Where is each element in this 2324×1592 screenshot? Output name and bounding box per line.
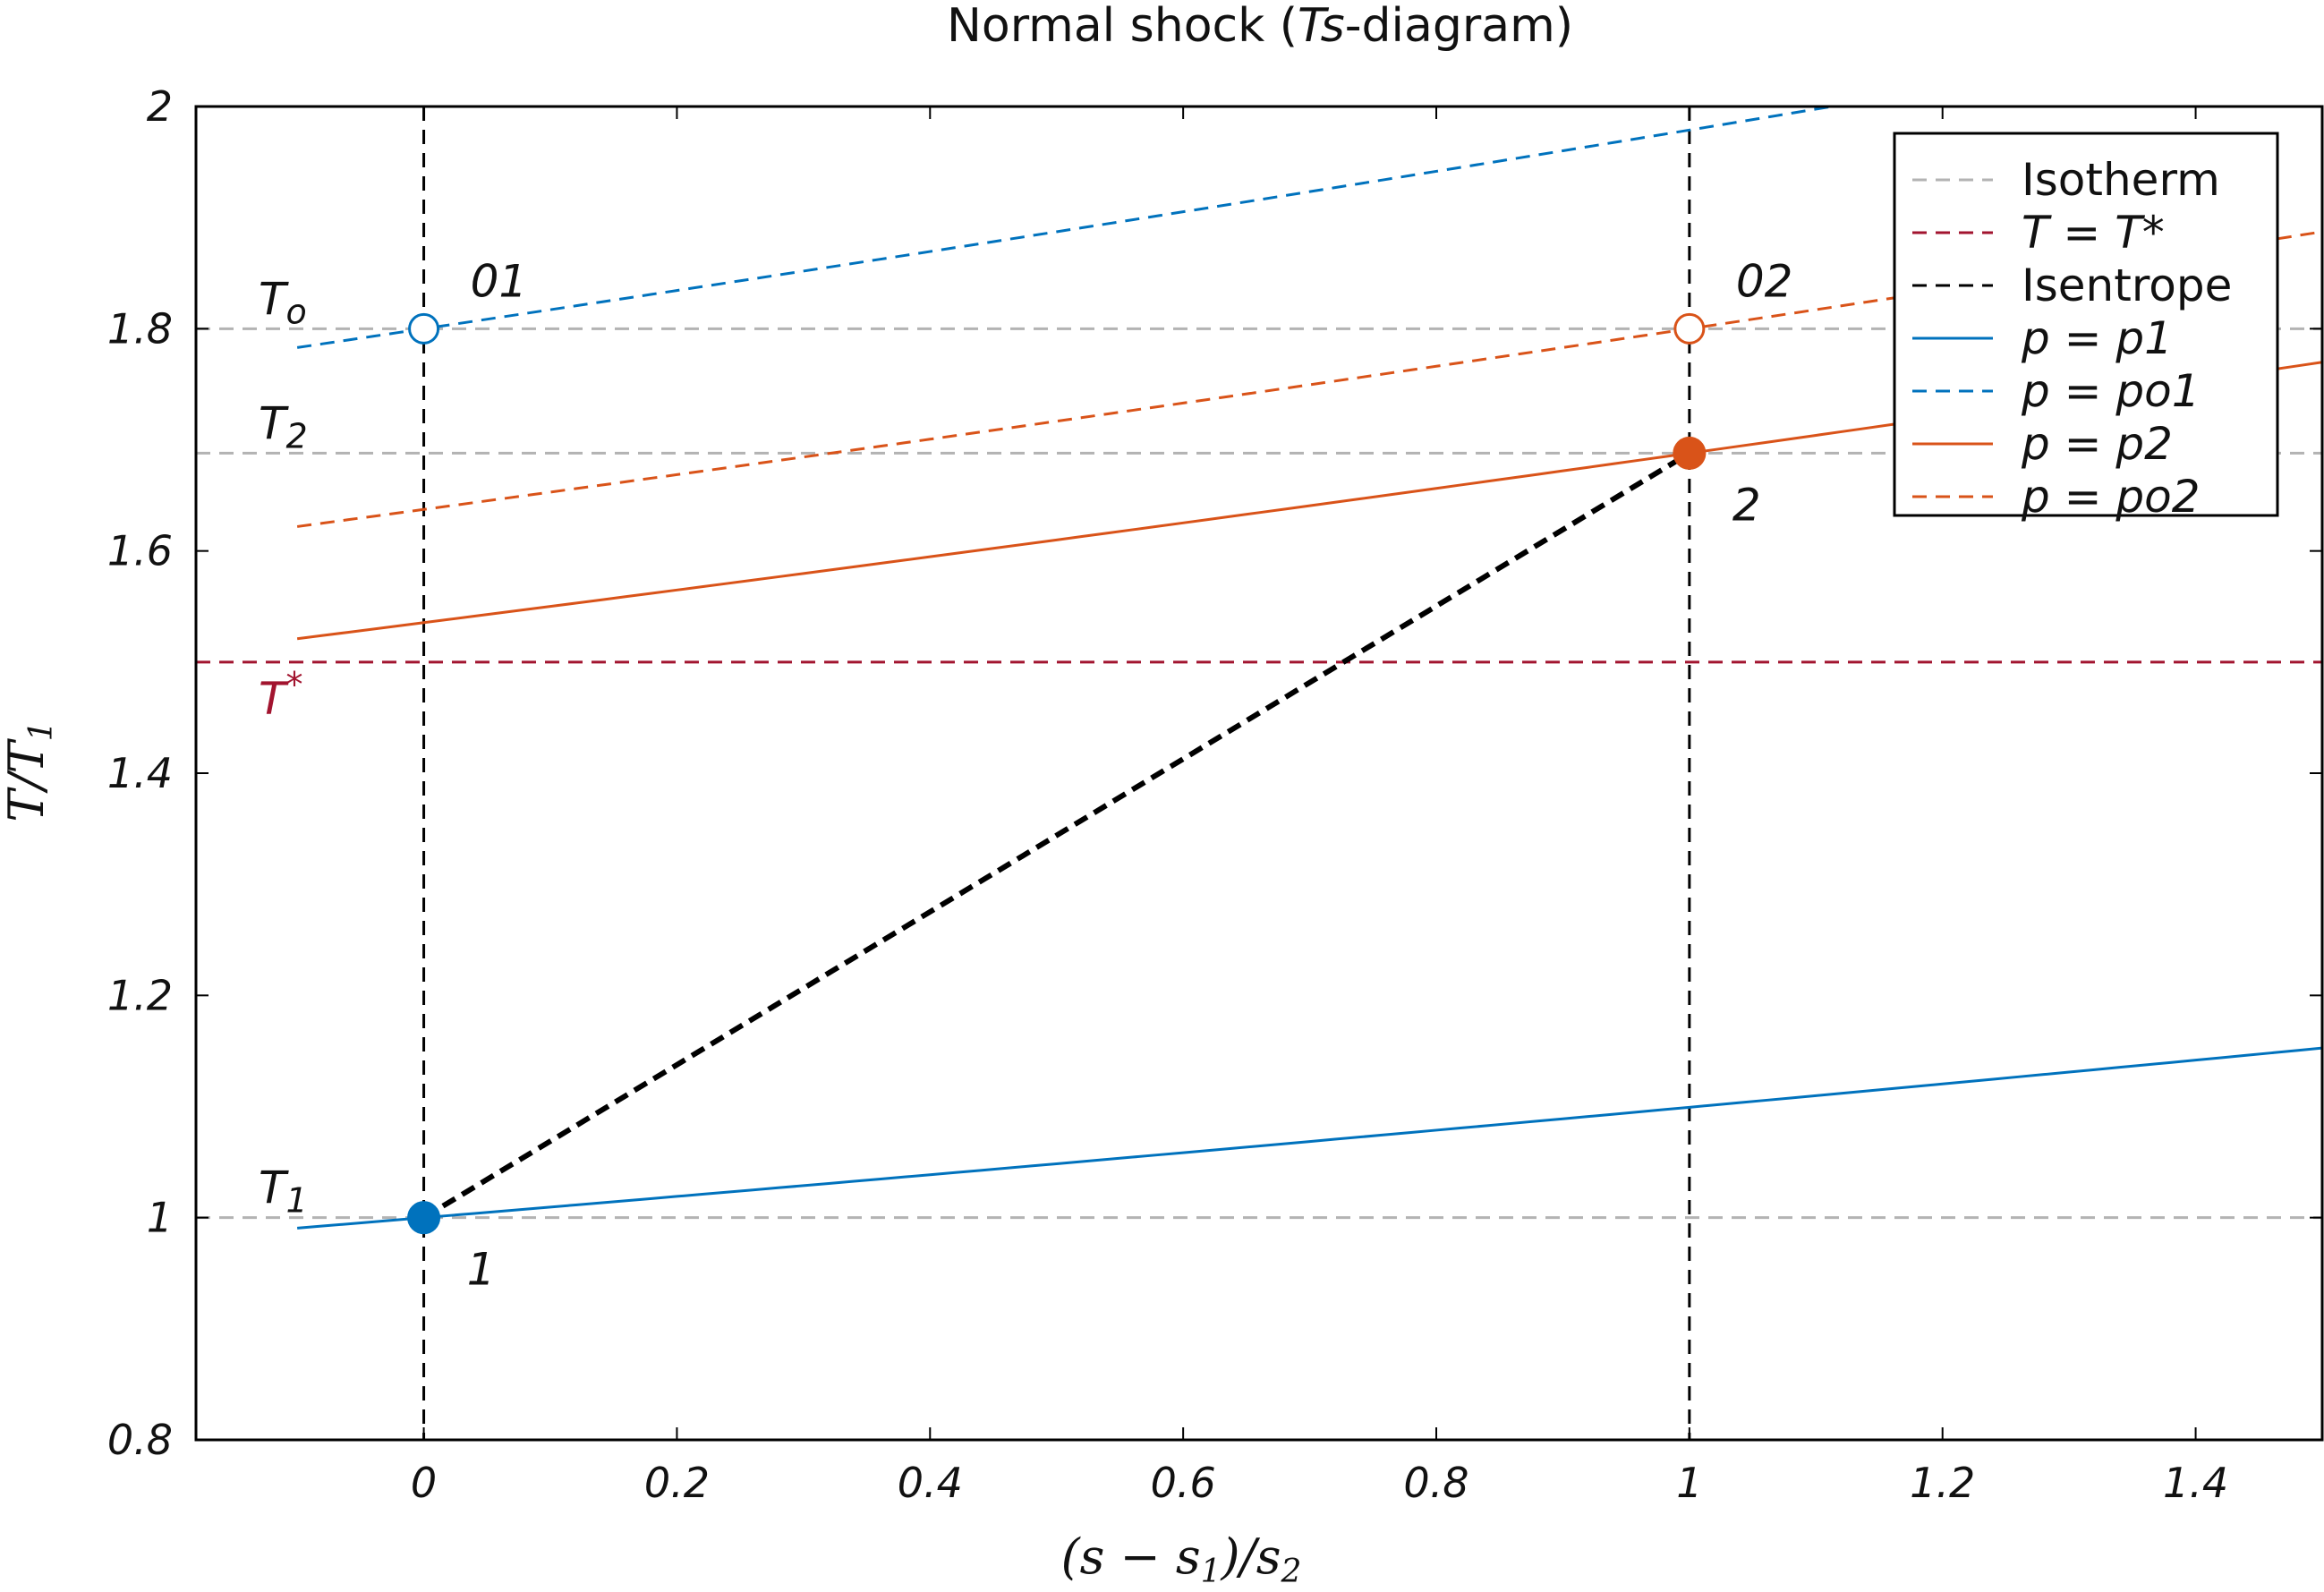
state-point [1673, 436, 1707, 470]
y-tick-label: 1.8 [107, 304, 173, 353]
isotherm-label: T1 [259, 1162, 308, 1221]
y-tick-label: 1.2 [107, 971, 173, 1019]
annotations: 1 01 2 02 T1 T2 To T* [259, 255, 1792, 1295]
isobar-curve [297, 1046, 2322, 1230]
x-tick-label: 0.4 [898, 1459, 963, 1507]
state-point [408, 312, 440, 345]
x-tick-label: 0 [411, 1459, 437, 1507]
x-tick-label: 1.2 [1910, 1459, 1975, 1507]
y-tick-label: 1.6 [107, 527, 173, 575]
x-axis-label: (s − s1)/s2 [1061, 1528, 1302, 1590]
axes: 0 0.2 0.4 0.6 0.8 1 1.2 1.4 0.8 1 1.2 1.4 1.6 1.8 2 [107, 82, 2324, 1507]
y-axis-label: T/T1 [0, 720, 60, 822]
legend-box [1893, 132, 2279, 517]
y-tick-label: 2 [147, 82, 173, 131]
x-tick-label: 0.2 [644, 1459, 710, 1507]
legend-entry-label: Isentrope [2022, 260, 2232, 311]
x-tick-label: 1.4 [2163, 1459, 2228, 1507]
state-point-label: 02 [1736, 255, 1793, 307]
legend-entry-label: T = T* [2022, 207, 2165, 259]
isobar-curve [296, 106, 1841, 349]
isotherm-label: T2 [259, 397, 308, 455]
state-point-label: 1 [467, 1244, 496, 1296]
legend-entry-label: p = p1 [2021, 312, 2173, 364]
legend-entry-label: p = p2 [2021, 418, 2173, 470]
y-tick-label: 1 [147, 1194, 173, 1242]
y-tick-label: 0.8 [107, 1416, 173, 1464]
state-point [407, 1201, 441, 1235]
state-point-label: 2 [1732, 479, 1761, 531]
x-tick-label: 0.8 [1403, 1459, 1468, 1507]
x-tick-label: 1 [1676, 1459, 1702, 1507]
state-point [1673, 312, 1706, 345]
legend-entry-label: p = po1 [2021, 365, 2201, 417]
legend-entry-label: Isotherm [2022, 154, 2220, 206]
x-tick-label: 0.6 [1151, 1459, 1216, 1507]
chart-title: Normal shock (Ts-diagram) [947, 0, 1573, 53]
y-tick-label: 1.4 [107, 749, 173, 797]
legend-entry-label: p = po2 [2021, 471, 2201, 523]
isotherm-label: To [259, 273, 307, 331]
shock-line [422, 450, 1691, 1221]
t-star-label: T* [259, 665, 303, 725]
state-point-label: 01 [471, 255, 528, 307]
